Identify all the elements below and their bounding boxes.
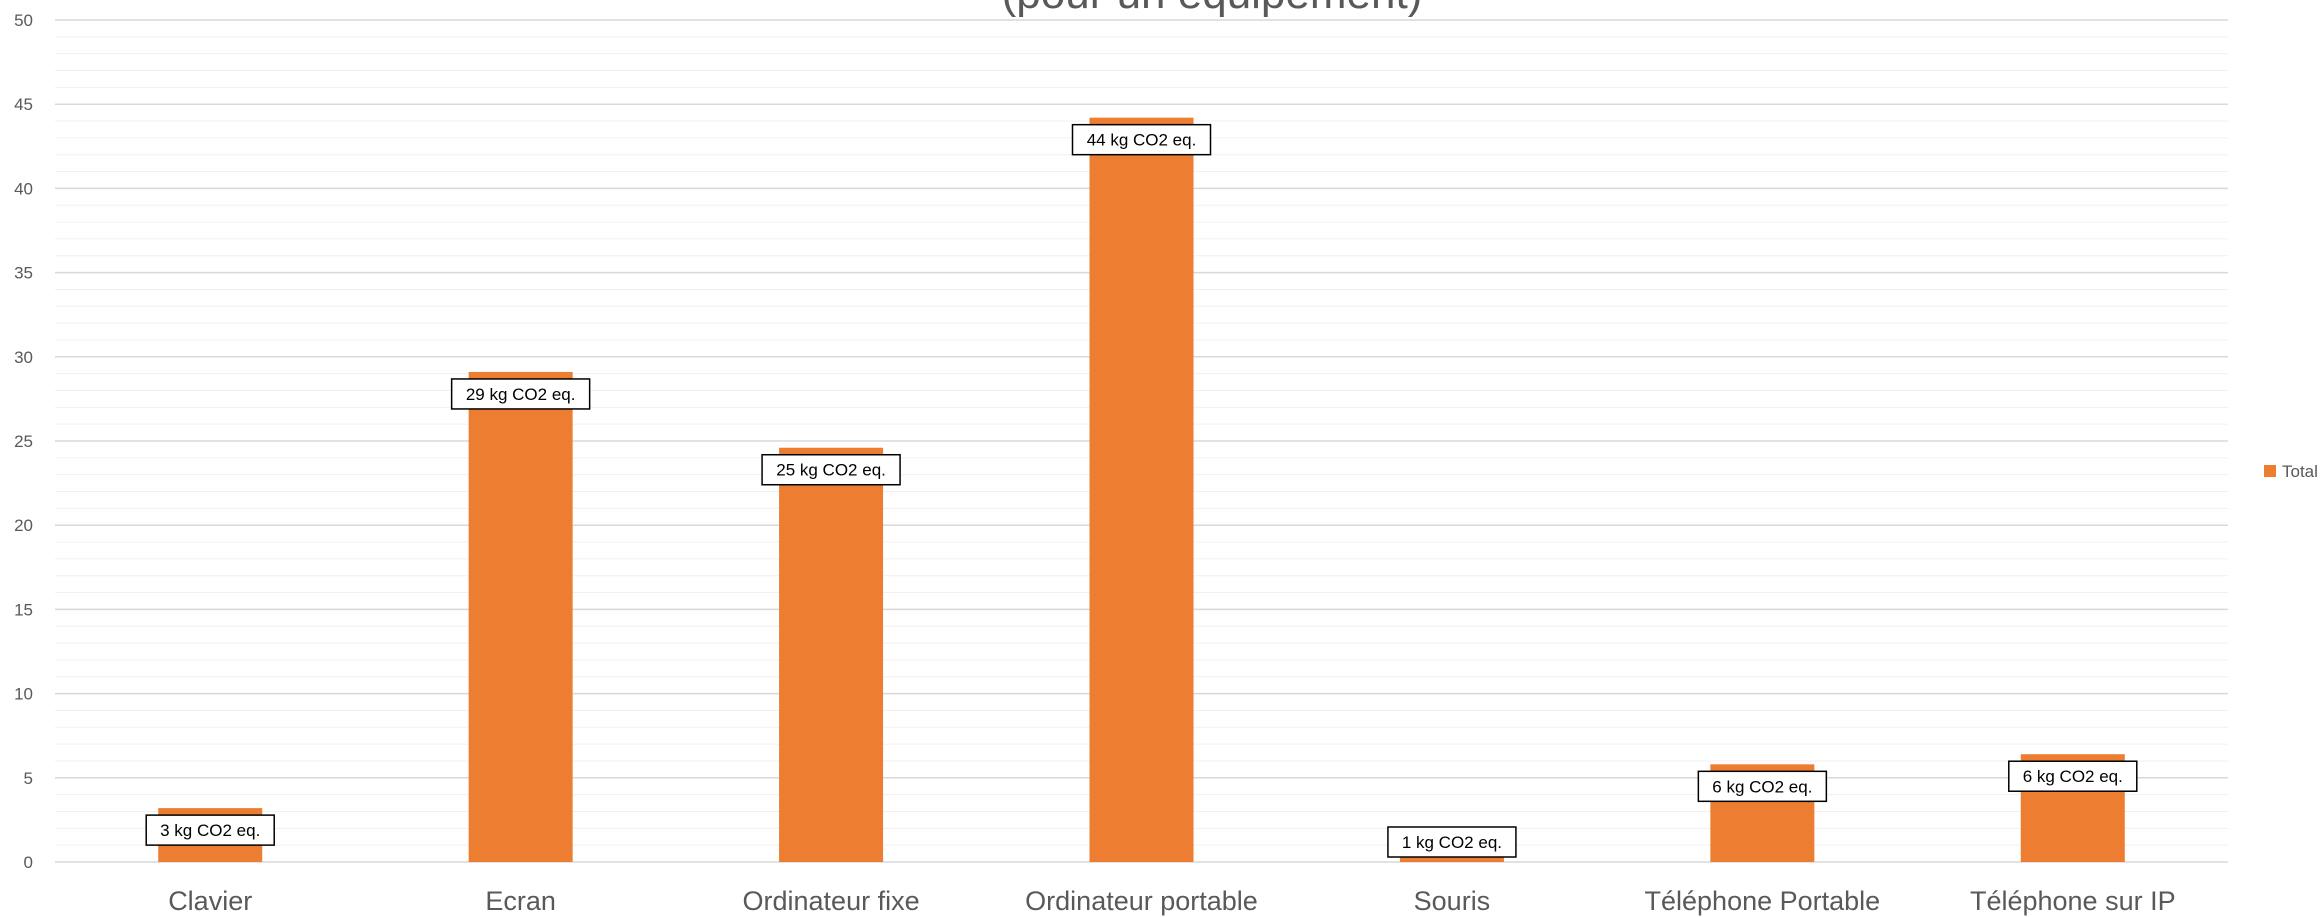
y-tick-label: 5	[24, 769, 33, 788]
y-tick-label: 15	[14, 600, 33, 619]
data-label: 3 kg CO2 eq.	[160, 821, 260, 840]
x-tick-label: Téléphone Portable	[1645, 886, 1881, 916]
data-label: 6 kg CO2 eq.	[2023, 767, 2123, 786]
data-label: 1 kg CO2 eq.	[1402, 833, 1502, 852]
x-tick-label: Téléphone sur IP	[1970, 886, 2176, 916]
legend-swatch	[2264, 465, 2276, 477]
y-axis: 0 5 10 15 20 25 30 35 40 45 50	[14, 11, 33, 872]
legend-label: Total	[2282, 462, 2318, 481]
data-label-box	[145, 814, 275, 846]
data-label: 6 kg CO2 eq.	[1712, 777, 1812, 796]
bar	[1399, 855, 1504, 862]
y-tick-label: 20	[14, 516, 33, 535]
data-label: 29 kg CO2 eq.	[466, 385, 576, 404]
y-tick-label: 35	[14, 264, 33, 283]
y-tick-label: 25	[14, 432, 33, 451]
data-labels: 3 kg CO2 eq. 29 kg CO2 eq. 25 kg CO2 eq. 44…	[145, 123, 2138, 858]
y-tick-label: 45	[14, 95, 33, 114]
x-tick-label: Ordinateur portable	[1025, 886, 1258, 916]
y-tick-label: 50	[14, 11, 33, 30]
y-tick-label: 40	[14, 179, 33, 198]
bars	[158, 117, 2125, 862]
data-label-box	[1387, 826, 1517, 858]
data-label-box	[450, 378, 591, 410]
x-tick-label: Clavier	[168, 886, 252, 916]
data-label: 44 kg CO2 eq.	[1087, 131, 1197, 150]
data-label-box	[1697, 770, 1828, 803]
y-tick-label: 10	[14, 685, 33, 704]
x-axis: Clavier Ecran Ordinateur fixe Ordinateur po…	[168, 886, 2175, 916]
bar	[779, 447, 884, 862]
chart-title: (pour un équipement)	[1002, 0, 1423, 18]
y-tick-label: 30	[14, 348, 33, 367]
x-tick-label: Ecran	[485, 886, 556, 916]
x-tick-label: Souris	[1414, 886, 1491, 916]
data-label-box	[761, 453, 901, 486]
data-label: 25 kg CO2 eq.	[776, 461, 886, 480]
data-label-box	[1071, 123, 1212, 156]
x-tick-label: Ordinateur fixe	[743, 886, 920, 916]
bar	[468, 371, 573, 862]
y-tick-label: 0	[24, 853, 33, 872]
bar	[1089, 117, 1194, 862]
legend: Total	[2264, 462, 2318, 481]
data-label-box	[2008, 760, 2138, 792]
